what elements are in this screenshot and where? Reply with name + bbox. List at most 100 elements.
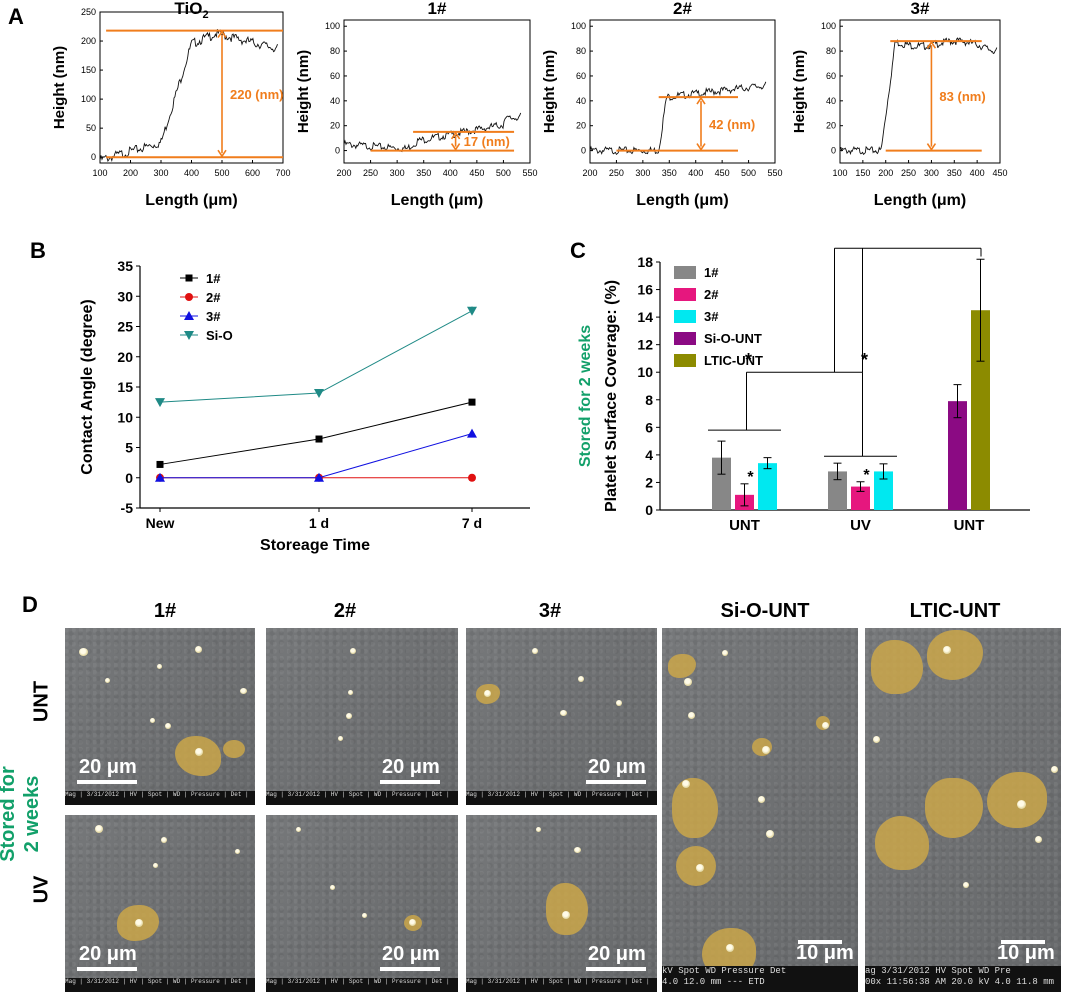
bar	[828, 471, 847, 510]
data-point	[155, 472, 165, 482]
plot-frame	[343, 19, 531, 164]
legend-swatch	[674, 354, 696, 367]
bar-group-1: * UV	[828, 462, 893, 534]
x-axis-label: Length (μm)	[636, 192, 728, 209]
sem-image-1-unt: 20 μm Mag | 3/31/2012 | HV | Spot | WD |…	[65, 628, 255, 805]
y-tick-label: 10	[637, 364, 653, 380]
y-tick-label: 18	[637, 254, 653, 270]
legend-swatch	[674, 310, 696, 323]
y-tick-label: 30	[117, 288, 133, 304]
profile-panel: 100 150 200 250 300 350 400 450 0 20 40 60 80 100 83 (…	[791, 0, 1008, 209]
legend-label: 1#	[704, 265, 719, 280]
data-point	[155, 398, 165, 408]
group-label: UNT	[729, 517, 760, 534]
y-tick-label: 80	[330, 46, 340, 56]
y-axis-label: Height (nm)	[295, 50, 312, 133]
x-tick-label: 300	[924, 168, 939, 178]
legend-marker	[185, 293, 193, 301]
y-axis-label: Height (nm)	[541, 50, 558, 133]
sem-col-title-5: LTIC-UNT	[909, 600, 1001, 622]
profile-panel: 200 250 300 350 400 450 500 550 0 20 40 60 80 100 42 (…	[541, 0, 783, 209]
y-tick-label: 40	[826, 96, 836, 106]
sem-footer-line1: ag 3/31/2012 HV Spot WD Pre	[865, 966, 1011, 976]
stored-side-label-line1: Stored for	[0, 766, 19, 862]
sem-image-1-uv: 20 μm Mag | 3/31/2012 | HV | Spot | WD |…	[65, 815, 255, 992]
x-tick-label: 350	[416, 168, 431, 178]
sem-footer: Mag | 3/31/2012 | HV | Spot | WD | Press…	[266, 978, 458, 992]
sem-footer: Mag | 3/31/2012 | HV | Spot | WD | Press…	[466, 791, 657, 805]
group-label: UV	[850, 517, 871, 534]
series-line	[159, 401, 473, 465]
panel-label-b: B	[30, 238, 46, 263]
x-axis-label: Length (μm)	[145, 192, 237, 209]
legend-label: 2#	[704, 287, 719, 302]
x-tick-label: 600	[245, 168, 260, 178]
y-axis-label: Height (nm)	[791, 50, 808, 133]
arrow-head-down	[217, 149, 227, 158]
sem-footer-line2: 4.0 12.0 mm --- ETD	[662, 977, 765, 987]
y-tick-label: 20	[826, 121, 836, 131]
x-tick-label: 550	[522, 168, 537, 178]
legend-label: LTIC-UNT	[704, 353, 763, 368]
x-tick-label: 300	[153, 168, 168, 178]
sem-footer: Mag | 3/31/2012 | HV | Spot | WD | Press…	[266, 791, 458, 805]
y-tick-label: 80	[576, 46, 586, 56]
x-tick-label: 400	[970, 168, 985, 178]
panel-label-c: C	[570, 238, 586, 263]
y-tick-label: 15	[117, 379, 133, 395]
bar	[874, 471, 893, 510]
profile-title: 3#	[911, 0, 930, 18]
arrow-head-down	[450, 143, 461, 152]
x-tick-label: 100	[92, 168, 107, 178]
y-tick-label: -5	[121, 500, 134, 516]
profile-panel: 100 200 300 400 500 600 700 0 50 100 150 200 250 220 …	[51, 0, 291, 209]
x-tick-label: 100	[832, 168, 847, 178]
x-tick-label: 250	[363, 168, 378, 178]
x-tick-label: 300	[635, 168, 650, 178]
y-tick-label: 6	[645, 419, 653, 435]
x-tick-label: 550	[767, 168, 782, 178]
y-tick-label: 100	[81, 94, 96, 104]
y-tick-label: 2	[645, 474, 653, 490]
sem-footer-line2: 00x 11:56:38 AM 20.0 kV 4.0 11.8 mm	[865, 977, 1055, 987]
x-tick-label: 200	[878, 168, 893, 178]
sem-col-title-2: 2#	[333, 600, 357, 622]
legend-label: Si-O-UNT	[704, 331, 762, 346]
arrow-head-up	[217, 30, 227, 39]
height-annotation: 17 (nm)	[464, 134, 510, 149]
bar	[971, 310, 990, 510]
y-tick-label: 20	[576, 121, 586, 131]
y-tick-label: 200	[81, 36, 96, 46]
sem-image-3-uv: 20 μm Mag | 3/31/2012 | HV | Spot | WD |…	[466, 815, 657, 992]
x-tick-label: 400	[688, 168, 703, 178]
series-line	[159, 310, 473, 403]
y-axis-label: Contact Angle (degree)	[79, 299, 96, 474]
x-tick-label: 150	[855, 168, 870, 178]
stored-side-label: Stored for 2 weeks	[0, 734, 44, 894]
y-tick-label: 10	[117, 409, 133, 425]
data-point	[467, 428, 477, 438]
legend-swatch	[674, 332, 696, 345]
profile-title: TiO2	[174, 0, 208, 21]
y-axis-label: Platelet Surface Coverage: (%)	[603, 280, 620, 512]
data-point	[156, 460, 164, 468]
arrow-head-down	[696, 143, 706, 152]
height-trace	[343, 112, 522, 153]
height-trace	[589, 81, 767, 155]
bar	[851, 486, 870, 510]
sem-col-title-4: Si-O-UNT	[720, 600, 810, 622]
height-annotation: 220 (nm)	[230, 87, 283, 102]
significance-mark: *	[919, 240, 926, 248]
panel-label-a: A	[8, 4, 24, 29]
x-tick-label: 450	[469, 168, 484, 178]
x-axis-label: Length (μm)	[874, 192, 966, 209]
significance-mark: *	[863, 467, 870, 484]
x-tick-label: 250	[901, 168, 916, 178]
y-tick-label: 80	[826, 46, 836, 56]
x-tick-label: 400	[443, 168, 458, 178]
legend-label: 3#	[206, 309, 221, 324]
significance-mark: *	[745, 350, 752, 370]
height-annotation: 42 (nm)	[709, 117, 755, 132]
height-trace	[99, 29, 278, 163]
group-label: UNT	[954, 517, 985, 534]
